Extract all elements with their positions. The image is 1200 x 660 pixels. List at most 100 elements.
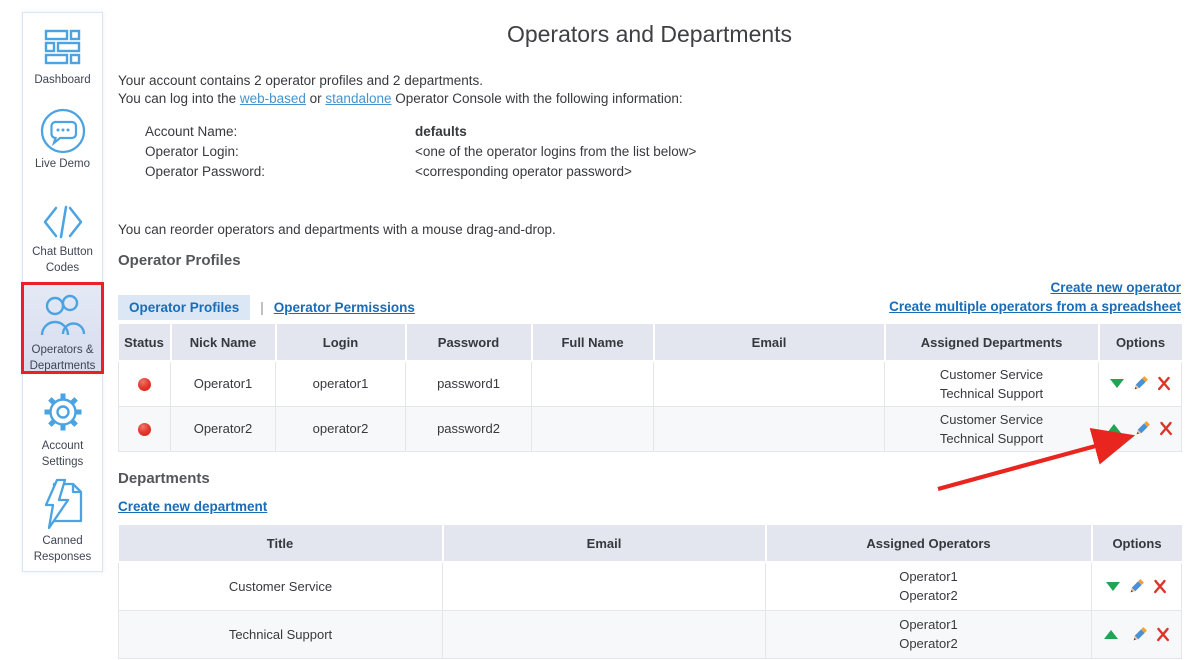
col-assigned-departments: Assigned Departments bbox=[884, 324, 1100, 362]
create-operator-links: Create new operator Create multiple oper… bbox=[889, 278, 1181, 316]
operators-header-row: Status Nick Name Login Password Full Nam… bbox=[118, 324, 1182, 362]
assigned-operators-cell: Operator1 Operator2 bbox=[765, 561, 1092, 611]
departments-header-row: Title Email Assigned Operators Options bbox=[118, 525, 1182, 563]
delete-department-icon[interactable] bbox=[1156, 627, 1170, 642]
intro-line-2-text: You can log into the bbox=[118, 91, 240, 106]
operator-tabs: Operator Profiles | Operator Permissions bbox=[118, 295, 415, 320]
assigned-departments-cell: Customer Service Technical Support bbox=[884, 360, 1099, 407]
create-multiple-operators-link[interactable]: Create multiple operators from a spreads… bbox=[889, 299, 1181, 314]
col-email: Email bbox=[653, 324, 886, 362]
operator-login-label: Operator Login: bbox=[145, 144, 239, 159]
canned-responses-icon bbox=[44, 478, 82, 530]
email-cell bbox=[442, 609, 766, 659]
col-title: Title bbox=[118, 525, 444, 563]
nick-name-cell: Operator2 bbox=[170, 405, 276, 452]
operators-icon bbox=[40, 294, 85, 336]
sidebar-label: Chat Button Codes bbox=[32, 246, 93, 274]
operator-row: Operator1 operator1 password1 Customer S… bbox=[118, 360, 1182, 407]
reorder-note: You can reorder operators and department… bbox=[118, 222, 556, 237]
operators-table: Status Nick Name Login Password Full Nam… bbox=[118, 324, 1182, 452]
sidebar-item-chat-button-codes[interactable]: Chat Button Codes bbox=[23, 201, 102, 281]
col-full-name: Full Name bbox=[531, 324, 655, 362]
password-cell: password2 bbox=[405, 405, 532, 452]
tab-operator-permissions[interactable]: Operator Permissions bbox=[273, 300, 415, 315]
options-cell bbox=[1098, 405, 1182, 452]
move-up-icon[interactable] bbox=[1103, 629, 1118, 639]
move-down-icon[interactable] bbox=[1106, 581, 1120, 591]
status-dot-red-icon bbox=[138, 423, 151, 437]
edit-operator2-icon[interactable] bbox=[1134, 420, 1151, 437]
sidebar-item-canned-responses[interactable]: Canned Responses bbox=[23, 475, 102, 569]
email-cell bbox=[653, 405, 885, 452]
options-cell bbox=[1098, 360, 1182, 407]
sidebar-item-dashboard[interactable]: Dashboard bbox=[23, 13, 102, 101]
move-down-icon[interactable] bbox=[1109, 379, 1124, 389]
operator-password-label: Operator Password: bbox=[145, 164, 266, 179]
col-login: Login bbox=[275, 324, 407, 362]
account-name-value: defaults bbox=[415, 124, 467, 139]
password-cell: password1 bbox=[405, 360, 532, 407]
sidebar-label: Live Demo bbox=[35, 158, 90, 170]
create-new-department-link[interactable]: Create new department bbox=[118, 499, 268, 514]
account-name-label: Account Name: bbox=[145, 124, 238, 139]
status-cell bbox=[118, 360, 171, 407]
delete-operator-icon[interactable] bbox=[1159, 421, 1173, 436]
email-cell bbox=[653, 360, 885, 407]
standalone-link[interactable]: standalone bbox=[325, 91, 392, 106]
department-row: Technical Support Operator1 Operator2 bbox=[118, 609, 1182, 659]
sidebar-item-account-settings[interactable]: Account Settings bbox=[23, 387, 102, 473]
delete-operator-icon[interactable] bbox=[1157, 376, 1171, 391]
operator-profiles-heading: Operator Profiles bbox=[118, 252, 241, 269]
operator-login-row: Operator Login: <one of the operator logi… bbox=[145, 144, 696, 159]
options-cell bbox=[1091, 609, 1182, 659]
col-options: Options bbox=[1098, 324, 1182, 362]
intro-line-2: You can log into the web-based or standa… bbox=[118, 91, 683, 106]
gear-icon bbox=[44, 393, 81, 431]
intro-line-1: Your account contains 2 operator profile… bbox=[118, 73, 483, 88]
departments-heading: Departments bbox=[118, 470, 210, 487]
live-demo-icon bbox=[40, 108, 85, 154]
col-options: Options bbox=[1091, 525, 1182, 563]
departments-table: Title Email Assigned Operators Options C… bbox=[118, 525, 1182, 659]
sidebar-label: Operators & Departments bbox=[29, 344, 96, 372]
col-password: Password bbox=[405, 324, 533, 362]
sidebar: Dashboard Live Demo Chat Button Codes bbox=[21, 12, 104, 572]
options-cell bbox=[1091, 561, 1182, 611]
sidebar-item-operators-departments[interactable]: Operators & Departments bbox=[23, 285, 102, 373]
sidebar-label: Dashboard bbox=[34, 74, 91, 86]
delete-department-icon[interactable] bbox=[1153, 579, 1167, 594]
edit-department-icon[interactable] bbox=[1131, 626, 1148, 643]
assigned-departments-cell: Customer Service Technical Support bbox=[884, 405, 1099, 452]
web-based-link[interactable]: web-based bbox=[239, 91, 306, 106]
col-status: Status bbox=[118, 324, 172, 362]
create-new-operator-link[interactable]: Create new operator bbox=[1050, 280, 1181, 295]
col-assigned-operators: Assigned Operators bbox=[765, 525, 1093, 563]
move-up-icon[interactable] bbox=[1107, 424, 1121, 433]
operator-password-row: Operator Password: <corresponding operato… bbox=[145, 164, 632, 179]
col-nick-name: Nick Name bbox=[170, 324, 277, 362]
sidebar-item-live-demo[interactable]: Live Demo bbox=[23, 103, 102, 183]
title-cell: Technical Support bbox=[118, 609, 443, 659]
tab-operator-profiles[interactable]: Operator Profiles bbox=[118, 295, 251, 320]
full-name-cell bbox=[531, 405, 654, 452]
edit-operator-icon[interactable] bbox=[1132, 375, 1149, 392]
edit-department-icon[interactable] bbox=[1128, 578, 1145, 595]
department-row: Customer Service Operator1 Operator2 bbox=[118, 561, 1182, 611]
sidebar-active-highlight bbox=[21, 282, 104, 374]
code-icon bbox=[43, 205, 82, 239]
dashboard-icon bbox=[44, 29, 80, 65]
operator-row: Operator2 operator2 password2 Customer S… bbox=[118, 405, 1182, 452]
sidebar-label: Account Settings bbox=[41, 440, 84, 468]
tab-separator: | bbox=[260, 300, 264, 315]
email-cell bbox=[442, 561, 766, 611]
assigned-operators-cell: Operator1 Operator2 bbox=[765, 609, 1092, 659]
login-cell: operator2 bbox=[275, 405, 406, 452]
sidebar-label: Canned Responses bbox=[33, 535, 92, 563]
status-dot-red-icon bbox=[138, 378, 151, 392]
page-title: Operators and Departments bbox=[506, 21, 793, 47]
login-cell: operator1 bbox=[275, 360, 406, 407]
account-name-row: Account Name: defaults bbox=[145, 124, 467, 139]
status-cell bbox=[118, 405, 171, 452]
col-email: Email bbox=[442, 525, 767, 563]
full-name-cell bbox=[531, 360, 654, 407]
